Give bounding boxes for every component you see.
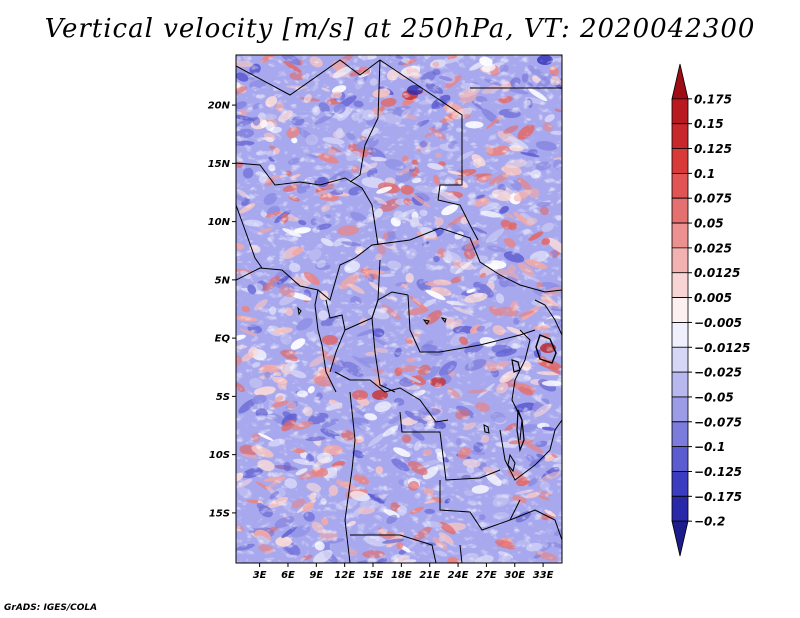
lat-tick-label: 5N: [215, 275, 231, 286]
colorbar-swatch: [671, 272, 689, 298]
lon-tick-label: 12E: [334, 570, 355, 581]
colorbar-label: −0.2: [694, 515, 725, 529]
colorbar-swatch: [671, 222, 689, 249]
country-borders: [236, 59, 562, 563]
colorbar-label: 0.05: [694, 217, 724, 231]
map-title: Vertical velocity [m/s] at 250hPa, VT: 2…: [44, 14, 756, 44]
colorbar-swatch: [671, 421, 689, 448]
colorbar-swatch: [671, 346, 689, 373]
lat-tick-label: 5S: [216, 392, 230, 403]
lat-tick-label: 15N: [208, 159, 231, 170]
lon-tick-label: 33E: [533, 570, 554, 581]
colorbar-label: −0.125: [694, 465, 742, 479]
colorbar-label: 0.125: [694, 142, 732, 156]
colorbar-label: 0.0125: [694, 266, 740, 280]
colorbar-label: −0.05: [694, 390, 734, 404]
velocity-field: [236, 55, 562, 563]
colorbar-label: 0.005: [694, 291, 732, 305]
colorbar-swatch: [671, 98, 689, 125]
lon-tick-label: 18E: [391, 570, 412, 581]
colorbar-label: −0.1: [694, 440, 725, 454]
lat-tick-label: 15S: [209, 508, 230, 519]
plot-frame: [235, 54, 563, 564]
latitude-axis: 20N 15N 10N 5N EQ 5S 10S 15S: [208, 101, 236, 519]
colorbar-label: 0.175: [694, 92, 732, 106]
colorbar-label: −0.175: [694, 490, 742, 504]
colorbar-swatch: [671, 63, 689, 100]
colorbar-swatch: [671, 520, 689, 557]
grads-credit: GrADS: IGES/COLA: [4, 603, 98, 613]
lon-tick-label: 15E: [363, 570, 384, 581]
lon-tick-label: 24E: [448, 570, 469, 581]
colorbar-label: 0.1: [694, 167, 715, 181]
colorbar-swatch: [671, 247, 689, 274]
colorbar-label: 0.15: [694, 117, 724, 131]
lat-tick-label: 10N: [208, 217, 231, 228]
colorbar-swatch: [671, 197, 689, 224]
lon-tick-label: 6E: [281, 570, 295, 581]
lat-tick-label: 10S: [209, 450, 230, 461]
colorbar-swatch: [671, 396, 689, 423]
colorbar-label: −0.025: [694, 366, 742, 380]
lat-tick-label: EQ: [215, 334, 231, 345]
colorbar-swatch: [671, 446, 689, 472]
lat-tick-label: 20N: [208, 101, 231, 112]
colorbar-label: −0.005: [694, 316, 742, 330]
colorbar-label: 0.075: [694, 192, 732, 206]
colorbar-swatch: [671, 495, 689, 522]
colorbar-swatch: [671, 172, 689, 199]
colorbar-label: −0.0125: [694, 341, 750, 355]
colorbar-swatch: [671, 148, 689, 174]
colorbar-swatch: [671, 471, 689, 497]
colorbar-swatch: [671, 322, 689, 348]
lon-tick-label: 30E: [504, 570, 525, 581]
lon-tick-label: 3E: [253, 570, 267, 581]
colorbar-swatch: [671, 371, 689, 398]
colorbar-label: −0.075: [694, 415, 742, 429]
colorbar-swatch: [671, 123, 689, 149]
colorbar-swatch: [671, 297, 689, 323]
colorbar-label: 0.025: [694, 241, 732, 255]
lon-tick-label: 27E: [476, 570, 497, 581]
longitude-axis: 3E 6E 9E 12E 15E 18E 21E 24E 27E 30E 33E: [253, 563, 554, 581]
lon-tick-label: 21E: [419, 570, 440, 581]
lon-tick-label: 9E: [309, 570, 323, 581]
colorbar: 0.175 0.15 0.125 0.1 0.075 0.05 0.025 0.0125 0.0…: [671, 63, 750, 557]
